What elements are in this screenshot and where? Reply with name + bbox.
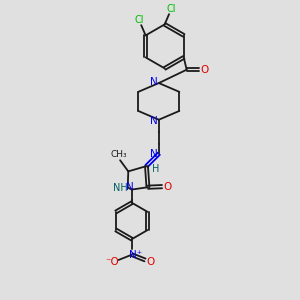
Text: O: O bbox=[164, 182, 172, 192]
Text: CH₃: CH₃ bbox=[110, 150, 127, 159]
Text: O: O bbox=[201, 65, 209, 75]
Text: NH: NH bbox=[113, 182, 128, 193]
Text: H: H bbox=[152, 164, 160, 174]
Text: N: N bbox=[127, 182, 134, 192]
Text: Cl: Cl bbox=[167, 4, 176, 14]
Text: N: N bbox=[150, 77, 158, 87]
Text: ⁻O: ⁻O bbox=[105, 257, 119, 267]
Text: N: N bbox=[150, 149, 158, 159]
Text: N: N bbox=[150, 116, 158, 126]
Text: N⁺: N⁺ bbox=[129, 250, 142, 260]
Text: Cl: Cl bbox=[134, 15, 144, 25]
Text: O: O bbox=[147, 257, 155, 267]
